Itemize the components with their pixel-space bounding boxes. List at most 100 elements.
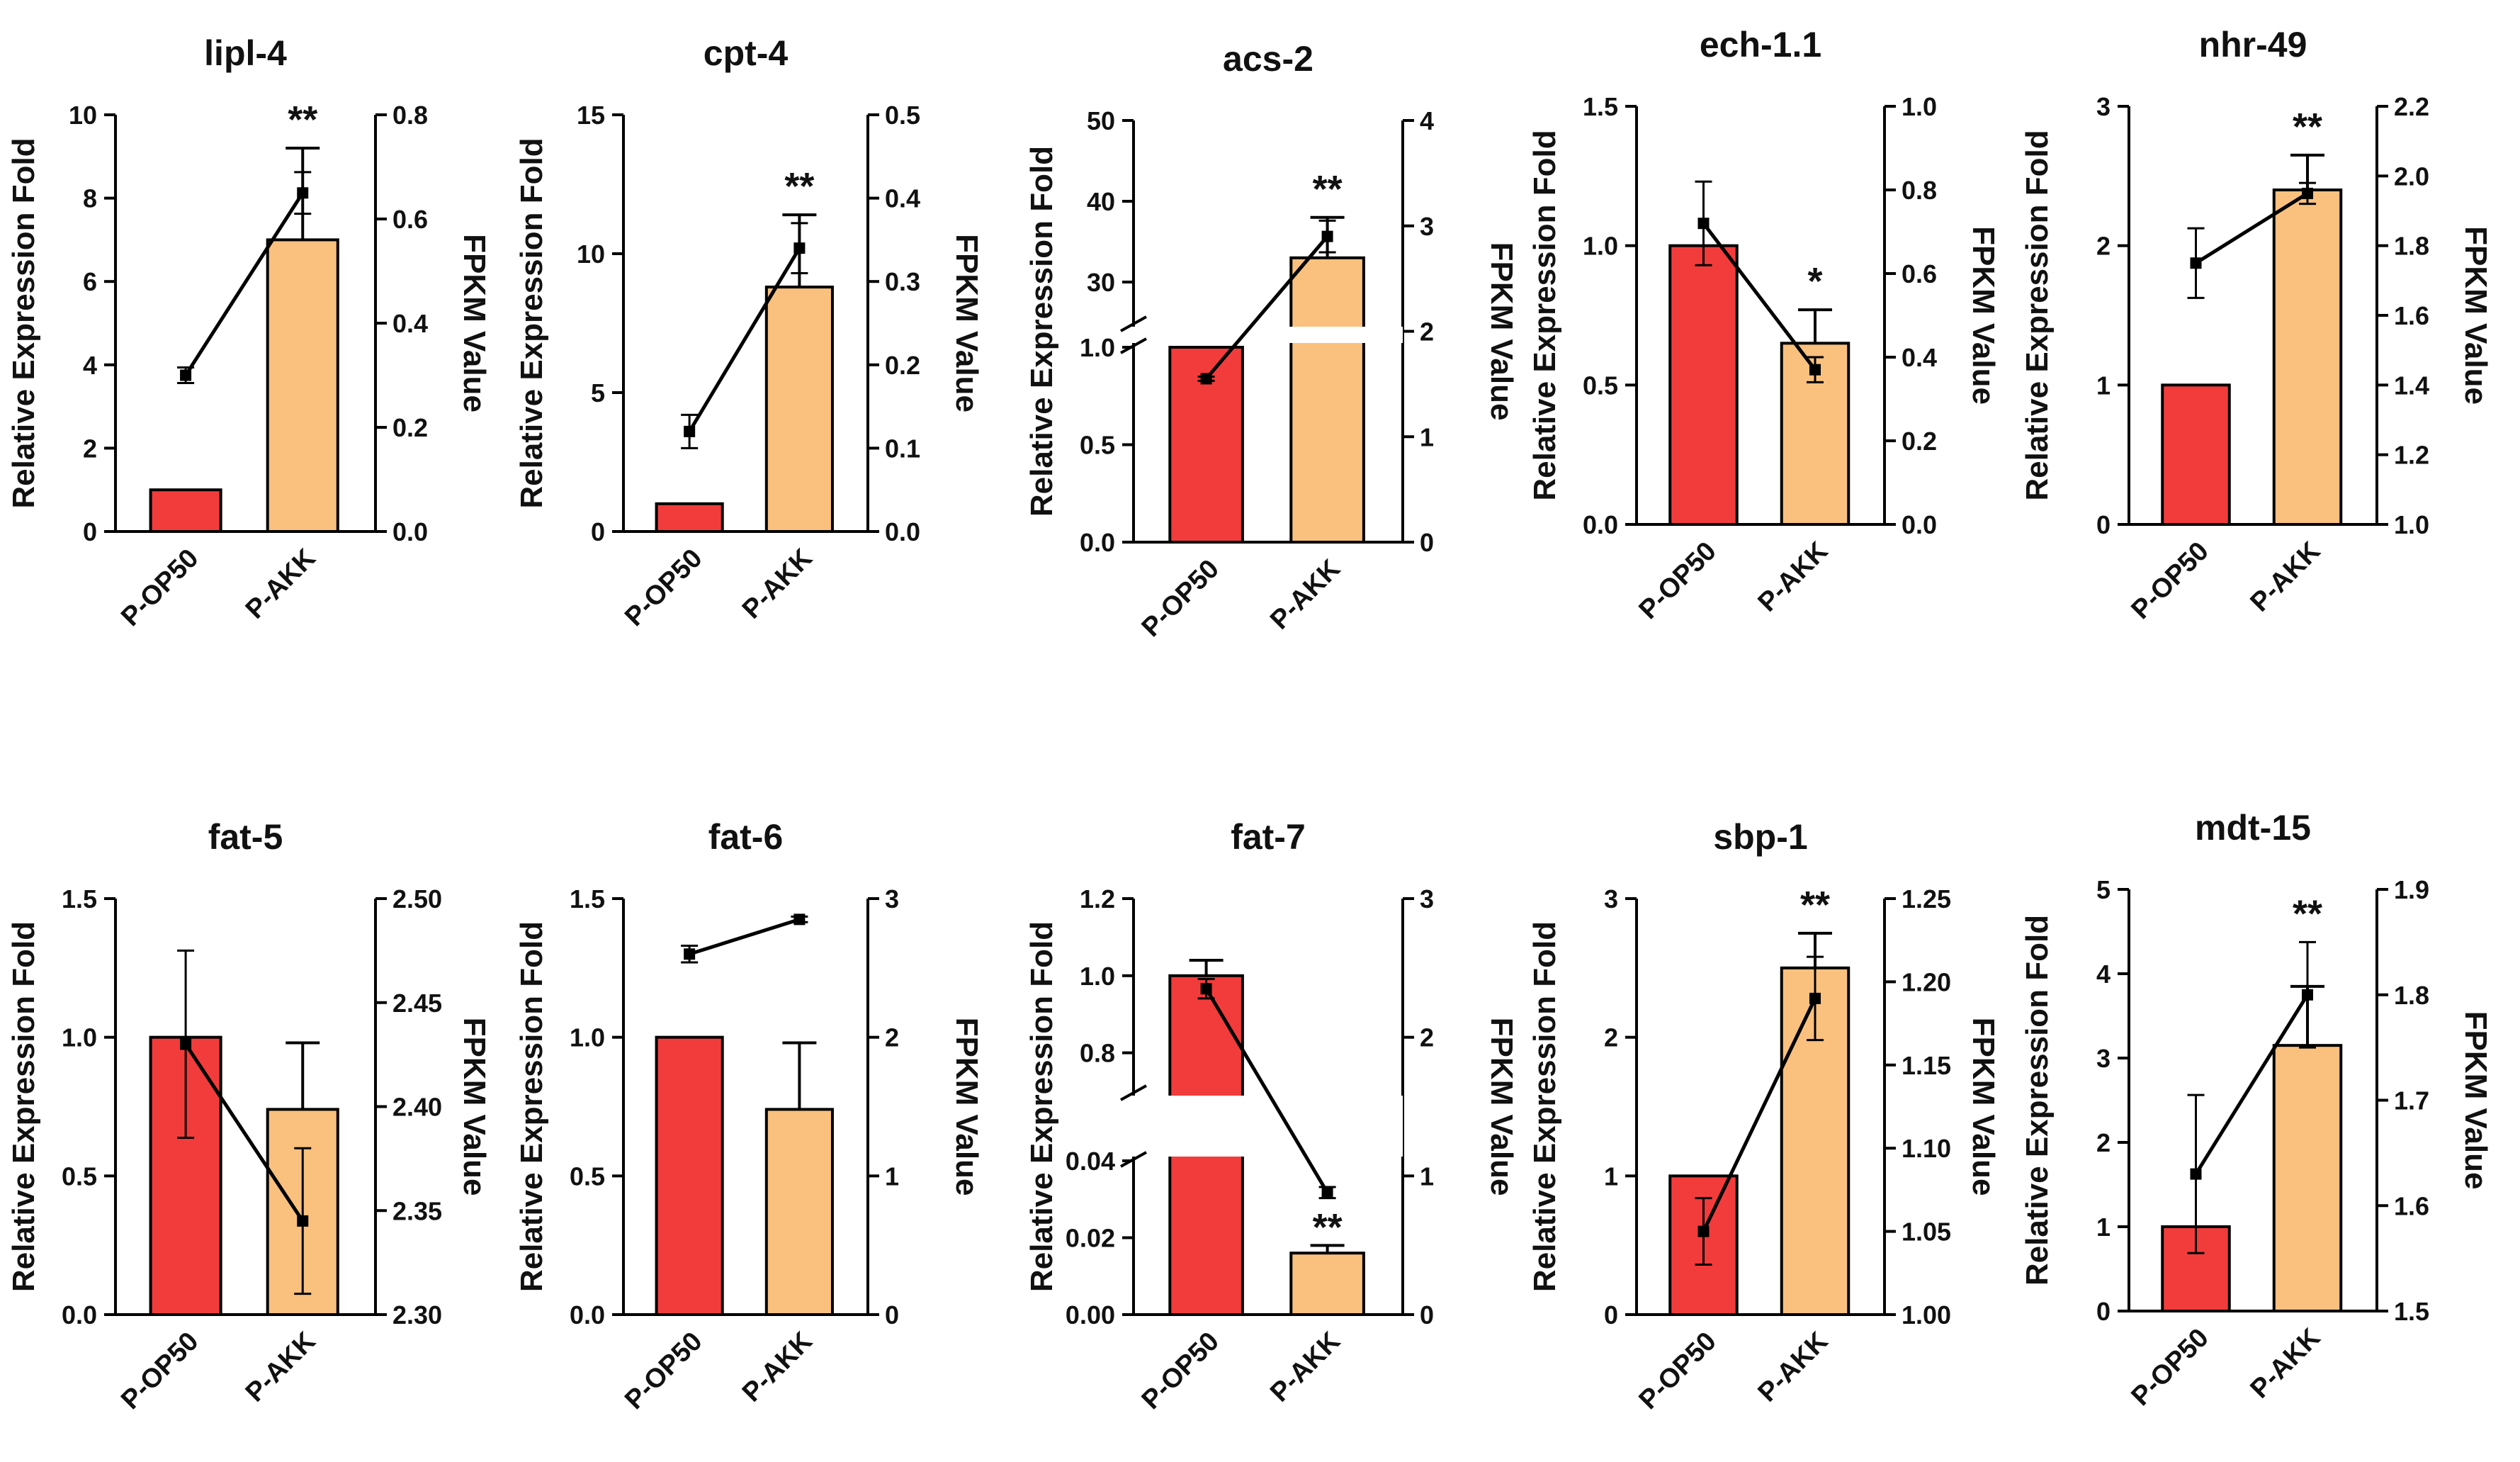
y-tick-label: 0.8 xyxy=(1080,1039,1115,1068)
fpkm-line xyxy=(184,1043,305,1222)
y2-tick-label: 1.6 xyxy=(2394,301,2429,330)
x-tick-label: P-OP50 xyxy=(2126,1323,2215,1412)
y-tick-label: 2 xyxy=(2096,232,2111,261)
fpkm-line xyxy=(1204,987,1329,1194)
y-tick-label: 1.0 xyxy=(1080,962,1115,991)
y-tick-label: 0.0 xyxy=(1080,528,1115,557)
bar-P-OP50 xyxy=(2161,383,2231,526)
y-tick-label: 30 xyxy=(1087,268,1115,297)
panel-nhr-49: nhr-49 0 1 2 3 1.0 1.2 1.4 1.6 1.8 2.0 2.2 Relative … xyxy=(2020,25,2493,625)
significance-label: ** xyxy=(784,165,814,208)
fpkm-point xyxy=(1809,992,1821,1004)
y2-tick-label: 1.8 xyxy=(2394,981,2429,1010)
y2-tick-label: 1.15 xyxy=(1902,1051,1951,1080)
y-axis-label: Relative Expression Fold xyxy=(1024,921,1059,1292)
fpkm-line xyxy=(183,191,305,376)
fpkm-point xyxy=(793,242,806,254)
fpkm-point xyxy=(1321,230,1333,242)
y2-tick-label: 1.9 xyxy=(2394,875,2429,904)
y2-tick-label: 2.35 xyxy=(392,1196,442,1225)
panel-cpt-4: cpt-4 0 5 10 15 0.0 0.1 0.2 0.3 0.4 0.5 Relative Ex… xyxy=(514,33,984,632)
y-axis-label: Relative Expression Fold xyxy=(1527,921,1562,1292)
y2-tick-label: 2 xyxy=(1420,1023,1434,1052)
panel-mdt-15: mdt-15 0 1 2 3 4 5 1.5 1.6 1.7 1.8 1.9 Relative Expr… xyxy=(2020,808,2493,1412)
y-tick-label: 2 xyxy=(83,434,97,463)
y2-tick-label: 3 xyxy=(885,884,899,913)
chart-title: sbp-1 xyxy=(1713,817,1807,857)
y2-tick-label: 1.25 xyxy=(1902,884,1951,913)
chart-title: lipl-4 xyxy=(204,33,287,73)
bar-P-AKK xyxy=(2272,189,2343,526)
y-tick-label: 50 xyxy=(1087,106,1115,135)
y2-tick-label: 1.6 xyxy=(2394,1191,2429,1220)
y-tick-label: 0.02 xyxy=(1066,1224,1115,1253)
chart-title: fat-6 xyxy=(708,817,784,857)
y2-tick-label: 3 xyxy=(1420,212,1434,241)
y-tick-label: 3 xyxy=(2096,92,2111,121)
x-tick-label: P-AKK xyxy=(737,543,818,624)
fpkm-point xyxy=(2302,187,2313,199)
y-tick-label: 0 xyxy=(2096,1297,2111,1326)
bar-P-OP50 xyxy=(1668,244,1739,526)
y-axis-label: Relative Expression Fold xyxy=(6,137,41,508)
y2-tick-label: 2.50 xyxy=(392,884,442,913)
significance-label: ** xyxy=(1313,168,1343,210)
y-tick-label: 5 xyxy=(591,378,605,407)
x-tick-label: P-OP50 xyxy=(1136,554,1225,643)
fpkm-point xyxy=(2190,257,2202,269)
y2-tick-label: 1.8 xyxy=(2394,232,2429,261)
panel-fat-5: fat-5 0.0 0.5 1.0 1.5 2.30 2.35 2.40 2.45 2.50 Rel… xyxy=(6,817,492,1415)
y-tick-label: 1.0 xyxy=(62,1023,97,1052)
x-tick-label: P-AKK xyxy=(240,1326,322,1407)
y2-tick-label: 0.4 xyxy=(885,184,920,213)
y2-tick-label: 0.4 xyxy=(392,309,428,338)
y-tick-label: 0.5 xyxy=(62,1162,97,1191)
y2-tick-label: 1.0 xyxy=(2394,510,2429,539)
bar-P-AKK xyxy=(1289,256,1365,544)
y-tick-label: 0.00 xyxy=(1066,1300,1115,1329)
y2-tick-label: 2.40 xyxy=(392,1093,442,1122)
significance-label: ** xyxy=(2293,106,2322,148)
panel-sbp-1: sbp-1 0 1 2 3 1.00 1.05 1.10 1.15 1.20 1.25 Relativ… xyxy=(1527,817,2001,1415)
y2-tick-label: 1.7 xyxy=(2394,1086,2429,1115)
axis-break-mark xyxy=(1120,1084,1147,1101)
x-tick-label: P-AKK xyxy=(2245,536,2327,617)
significance-label: ** xyxy=(1800,884,1830,926)
y2-tick-label: 0.2 xyxy=(1902,427,1937,456)
fpkm-point xyxy=(1200,983,1212,995)
y-axis-label: Relative Expression Fold xyxy=(2020,915,2055,1286)
y2-axis-label: FPKM Value xyxy=(949,234,984,412)
bar-P-OP50 xyxy=(655,1035,724,1316)
y2-tick-label: 0.4 xyxy=(1902,343,1937,372)
y-tick-label: 0.5 xyxy=(570,1162,605,1191)
bar-P-OP50 xyxy=(149,488,222,534)
x-tick-label: P-OP50 xyxy=(115,1327,204,1415)
y2-tick-label: 0.0 xyxy=(392,517,428,546)
x-tick-label: P-AKK xyxy=(1753,1326,1834,1407)
panel-lipl-4: lipl-4 0 2 4 6 8 10 0.0 0.2 0.4 0.6 0.8 Relative Exp… xyxy=(6,33,492,632)
y2-tick-label: 2 xyxy=(1420,317,1434,347)
y-tick-label: 3 xyxy=(1604,884,1618,913)
y2-tick-label: 2 xyxy=(885,1023,899,1052)
bar-P-AKK xyxy=(266,238,339,533)
x-tick-label: P-AKK xyxy=(1753,536,1834,617)
chart-title: fat-5 xyxy=(208,817,283,857)
y-tick-label: 1 xyxy=(1604,1162,1618,1191)
axis-break-mark xyxy=(1120,315,1147,332)
y-tick-label: 0.0 xyxy=(570,1300,605,1329)
y-axis-label: Relative Expression Fold xyxy=(1024,146,1059,517)
axis-break-mark xyxy=(1120,1151,1147,1168)
y-tick-label: 0 xyxy=(591,517,605,546)
y2-tick-label: 1.4 xyxy=(2394,371,2429,400)
axis-break-gap xyxy=(1119,1096,1403,1157)
y-axis-label: Relative Expression Fold xyxy=(2020,130,2055,500)
bar-P-AKK xyxy=(1780,342,1851,527)
x-tick-label: P-AKK xyxy=(1265,1326,1346,1407)
y-axis-label: Relative Expression Fold xyxy=(514,137,549,508)
y2-tick-label: 1 xyxy=(1420,1162,1434,1191)
y-tick-label: 1.0 xyxy=(1583,232,1618,261)
y2-tick-label: 4 xyxy=(1420,106,1434,135)
significance-label: * xyxy=(1807,260,1822,303)
y2-tick-label: 2.0 xyxy=(2394,162,2429,191)
